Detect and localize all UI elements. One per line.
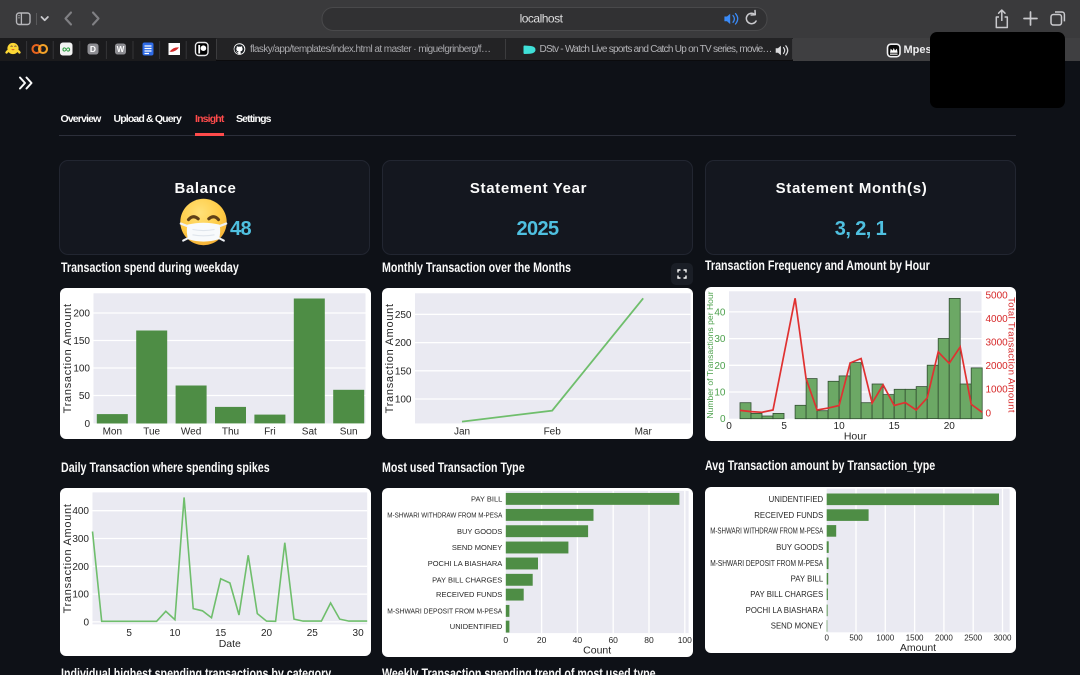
svg-text:Fri: Fri <box>264 427 276 438</box>
svg-text:0: 0 <box>503 635 508 645</box>
svg-text:3000: 3000 <box>986 338 1009 349</box>
svg-text:Sat: Sat <box>301 427 316 438</box>
svg-text:Total Transaction Amount: Total Transaction Amount <box>1006 297 1017 413</box>
svg-text:2000: 2000 <box>935 634 953 643</box>
svg-text:BUY GOODS: BUY GOODS <box>776 543 823 552</box>
svg-text:5: 5 <box>781 421 787 432</box>
svg-text:4000: 4000 <box>986 314 1009 325</box>
svg-text:Transaction Amount: Transaction Amount <box>62 503 74 613</box>
svg-text:M-SHWARI WITHDRAW FROM M-PESA: M-SHWARI WITHDRAW FROM M-PESA <box>387 511 502 520</box>
svg-text:3000: 3000 <box>994 634 1012 643</box>
svg-text:80: 80 <box>644 635 654 645</box>
svg-text:Wed: Wed <box>180 427 200 438</box>
svg-text:∞: ∞ <box>62 42 71 56</box>
svg-text:Amount: Amount <box>900 642 936 653</box>
svg-text:Sun: Sun <box>339 427 357 438</box>
svg-text:150: 150 <box>73 336 90 347</box>
svg-text:Transaction Amount: Transaction Amount <box>62 303 74 413</box>
svg-text:RECEIVED FUNDS: RECEIVED FUNDS <box>436 590 502 599</box>
svg-text:250: 250 <box>395 310 412 321</box>
svg-text:PAY BILL CHARGES: PAY BILL CHARGES <box>750 590 823 599</box>
svg-text:SEND MONEY: SEND MONEY <box>771 622 824 631</box>
svg-text:Count: Count <box>583 645 611 657</box>
svg-text:300: 300 <box>72 534 89 545</box>
svg-text:2000: 2000 <box>986 361 1009 372</box>
svg-text:100: 100 <box>72 590 89 601</box>
svg-text:RECEIVED FUNDS: RECEIVED FUNDS <box>754 511 823 520</box>
svg-text:40: 40 <box>573 635 583 645</box>
svg-text:Mar: Mar <box>635 427 653 438</box>
svg-text:0: 0 <box>986 408 992 419</box>
svg-text:150: 150 <box>395 366 412 377</box>
svg-text:100: 100 <box>73 364 90 375</box>
svg-text:Mon: Mon <box>102 427 121 438</box>
svg-text:30: 30 <box>714 334 726 345</box>
svg-text:200: 200 <box>395 338 412 349</box>
svg-text:20: 20 <box>944 421 956 432</box>
svg-text:50: 50 <box>78 391 90 402</box>
svg-text:0: 0 <box>83 617 89 628</box>
svg-text:1500: 1500 <box>906 634 924 643</box>
svg-text:M-SHWARI DEPOSIT FROM M-PESA: M-SHWARI DEPOSIT FROM M-PESA <box>710 559 824 568</box>
svg-text:UNIDENTIFIED: UNIDENTIFIED <box>769 495 824 504</box>
svg-text:1000: 1000 <box>876 634 894 643</box>
svg-text:Hour: Hour <box>844 431 867 442</box>
svg-text:100: 100 <box>395 395 412 406</box>
svg-text:20: 20 <box>714 361 726 372</box>
svg-text:0: 0 <box>84 419 90 430</box>
svg-text:10: 10 <box>834 421 846 432</box>
svg-text:localhost: localhost <box>520 12 564 26</box>
svg-text:500: 500 <box>849 634 863 643</box>
svg-text:1000: 1000 <box>986 385 1009 396</box>
svg-text:200: 200 <box>72 562 89 573</box>
svg-text:0: 0 <box>824 634 829 643</box>
svg-text:SEND MONEY: SEND MONEY <box>452 543 502 552</box>
svg-text:M-SHWARI WITHDRAW FROM M-PESA: M-SHWARI WITHDRAW FROM M-PESA <box>710 527 824 536</box>
svg-text:Transaction Amount: Transaction Amount <box>384 303 396 413</box>
svg-text:5000: 5000 <box>986 290 1009 301</box>
svg-text:10: 10 <box>714 388 726 399</box>
svg-text:Tue: Tue <box>143 427 160 438</box>
svg-text:2500: 2500 <box>964 634 982 643</box>
svg-text:5: 5 <box>126 628 132 639</box>
svg-text:60: 60 <box>608 635 618 645</box>
svg-text:PAY BILL CHARGES: PAY BILL CHARGES <box>432 575 502 584</box>
svg-text:40: 40 <box>714 307 726 318</box>
svg-text:0: 0 <box>726 421 732 432</box>
svg-text:D: D <box>90 44 96 54</box>
svg-text:BUY GOODS: BUY GOODS <box>457 527 502 536</box>
svg-text:Feb: Feb <box>544 427 562 438</box>
svg-text:POCHI LA BIASHARA: POCHI LA BIASHARA <box>428 559 503 568</box>
svg-text:20: 20 <box>260 628 272 639</box>
svg-text:Jan: Jan <box>454 427 470 438</box>
svg-text:15: 15 <box>889 421 901 432</box>
svg-text:PAY BILL: PAY BILL <box>791 575 824 584</box>
svg-text:15: 15 <box>215 628 227 639</box>
svg-text:W: W <box>117 45 125 54</box>
svg-text:M-SHWARI DEPOSIT FROM M-PESA: M-SHWARI DEPOSIT FROM M-PESA <box>387 607 502 616</box>
svg-text:30: 30 <box>352 628 364 639</box>
svg-text:200: 200 <box>73 309 90 320</box>
svg-text:Number of Transactions per Hou: Number of Transactions per Hour <box>705 291 715 418</box>
svg-text:PAY BILL: PAY BILL <box>471 495 502 504</box>
svg-text:10: 10 <box>169 628 181 639</box>
svg-text:100: 100 <box>678 635 692 645</box>
svg-text:0: 0 <box>720 414 726 425</box>
svg-text:UNIDENTIFIED: UNIDENTIFIED <box>450 622 503 631</box>
svg-text:Thu: Thu <box>221 427 238 438</box>
svg-text:POCHI LA BIASHARA: POCHI LA BIASHARA <box>746 606 824 615</box>
svg-text:20: 20 <box>537 635 547 645</box>
svg-text:400: 400 <box>72 506 89 517</box>
svg-text:25: 25 <box>306 628 318 639</box>
svg-text:Date: Date <box>218 638 240 650</box>
